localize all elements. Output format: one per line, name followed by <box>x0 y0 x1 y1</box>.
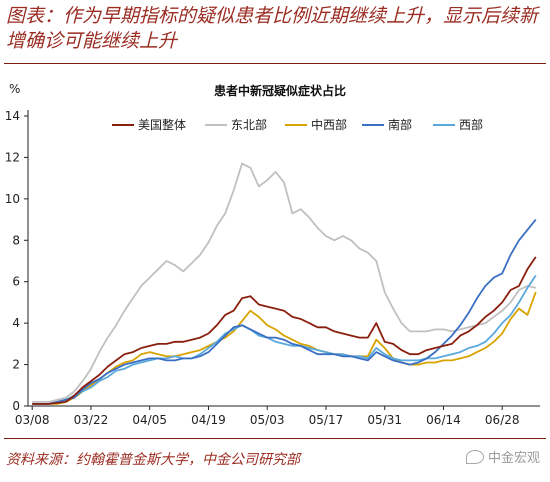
series-line <box>32 219 537 405</box>
axes: 0 2 4 6 8 10 12 14 03/08 03/22 04/05 04/19 05/03 05/1… <box>5 109 540 427</box>
legend: 美国整体 东北部 中西部 南部 西部 <box>112 117 483 132</box>
x-tick-label: 03/08 <box>15 413 50 427</box>
y-tick-label: 4 <box>12 316 20 330</box>
x-tick-label: 06/28 <box>485 413 520 427</box>
legend-label: 美国整体 <box>138 117 186 132</box>
x-tick-label: 06/14 <box>426 413 461 427</box>
series-line <box>32 162 537 403</box>
watermark: 中金宏观 <box>465 447 540 466</box>
wechat-icon <box>465 449 484 464</box>
legend-label: 东北部 <box>231 117 267 132</box>
series-line <box>32 256 537 405</box>
series-line <box>32 274 537 405</box>
watermark-label: 中金宏观 <box>487 451 540 466</box>
x-tick-label: 05/03 <box>250 413 285 427</box>
y-tick-label: 10 <box>5 192 20 206</box>
line-chart: 患者中新冠疑似症状占比 % 0 2 4 6 8 10 12 14 03/08 03/22 04/05… <box>5 82 540 427</box>
y-axis-unit: % <box>9 82 20 96</box>
y-tick-label: 2 <box>12 358 20 372</box>
x-tick-label: 05/31 <box>367 413 402 427</box>
x-tick-label: 03/22 <box>74 413 109 427</box>
x-tick-label: 04/05 <box>132 413 167 427</box>
y-tick-label: 8 <box>12 233 20 247</box>
y-tick-label: 12 <box>5 150 20 164</box>
y-tick-label: 14 <box>5 109 20 123</box>
y-tick-label: 0 <box>12 399 20 413</box>
source-note: 资料来源：约翰霍普金斯大学，中金公司研究部 <box>6 452 300 468</box>
top-rule <box>4 63 546 64</box>
x-tick-label: 05/17 <box>309 413 344 427</box>
y-tick-label: 6 <box>12 275 20 289</box>
legend-label: 南部 <box>388 117 412 132</box>
legend-label: 西部 <box>459 117 483 132</box>
legend-label: 中西部 <box>311 117 347 132</box>
series-line <box>32 291 537 405</box>
figure-title: 图表：作为早期指标的疑似患者比例近期继续上升，显示后续新增确诊可能继续上升 <box>6 5 539 52</box>
series-lines <box>32 162 537 405</box>
bottom-rule <box>4 438 546 439</box>
chart-title: 患者中新冠疑似症状占比 <box>214 83 346 98</box>
x-tick-label: 04/19 <box>191 413 226 427</box>
